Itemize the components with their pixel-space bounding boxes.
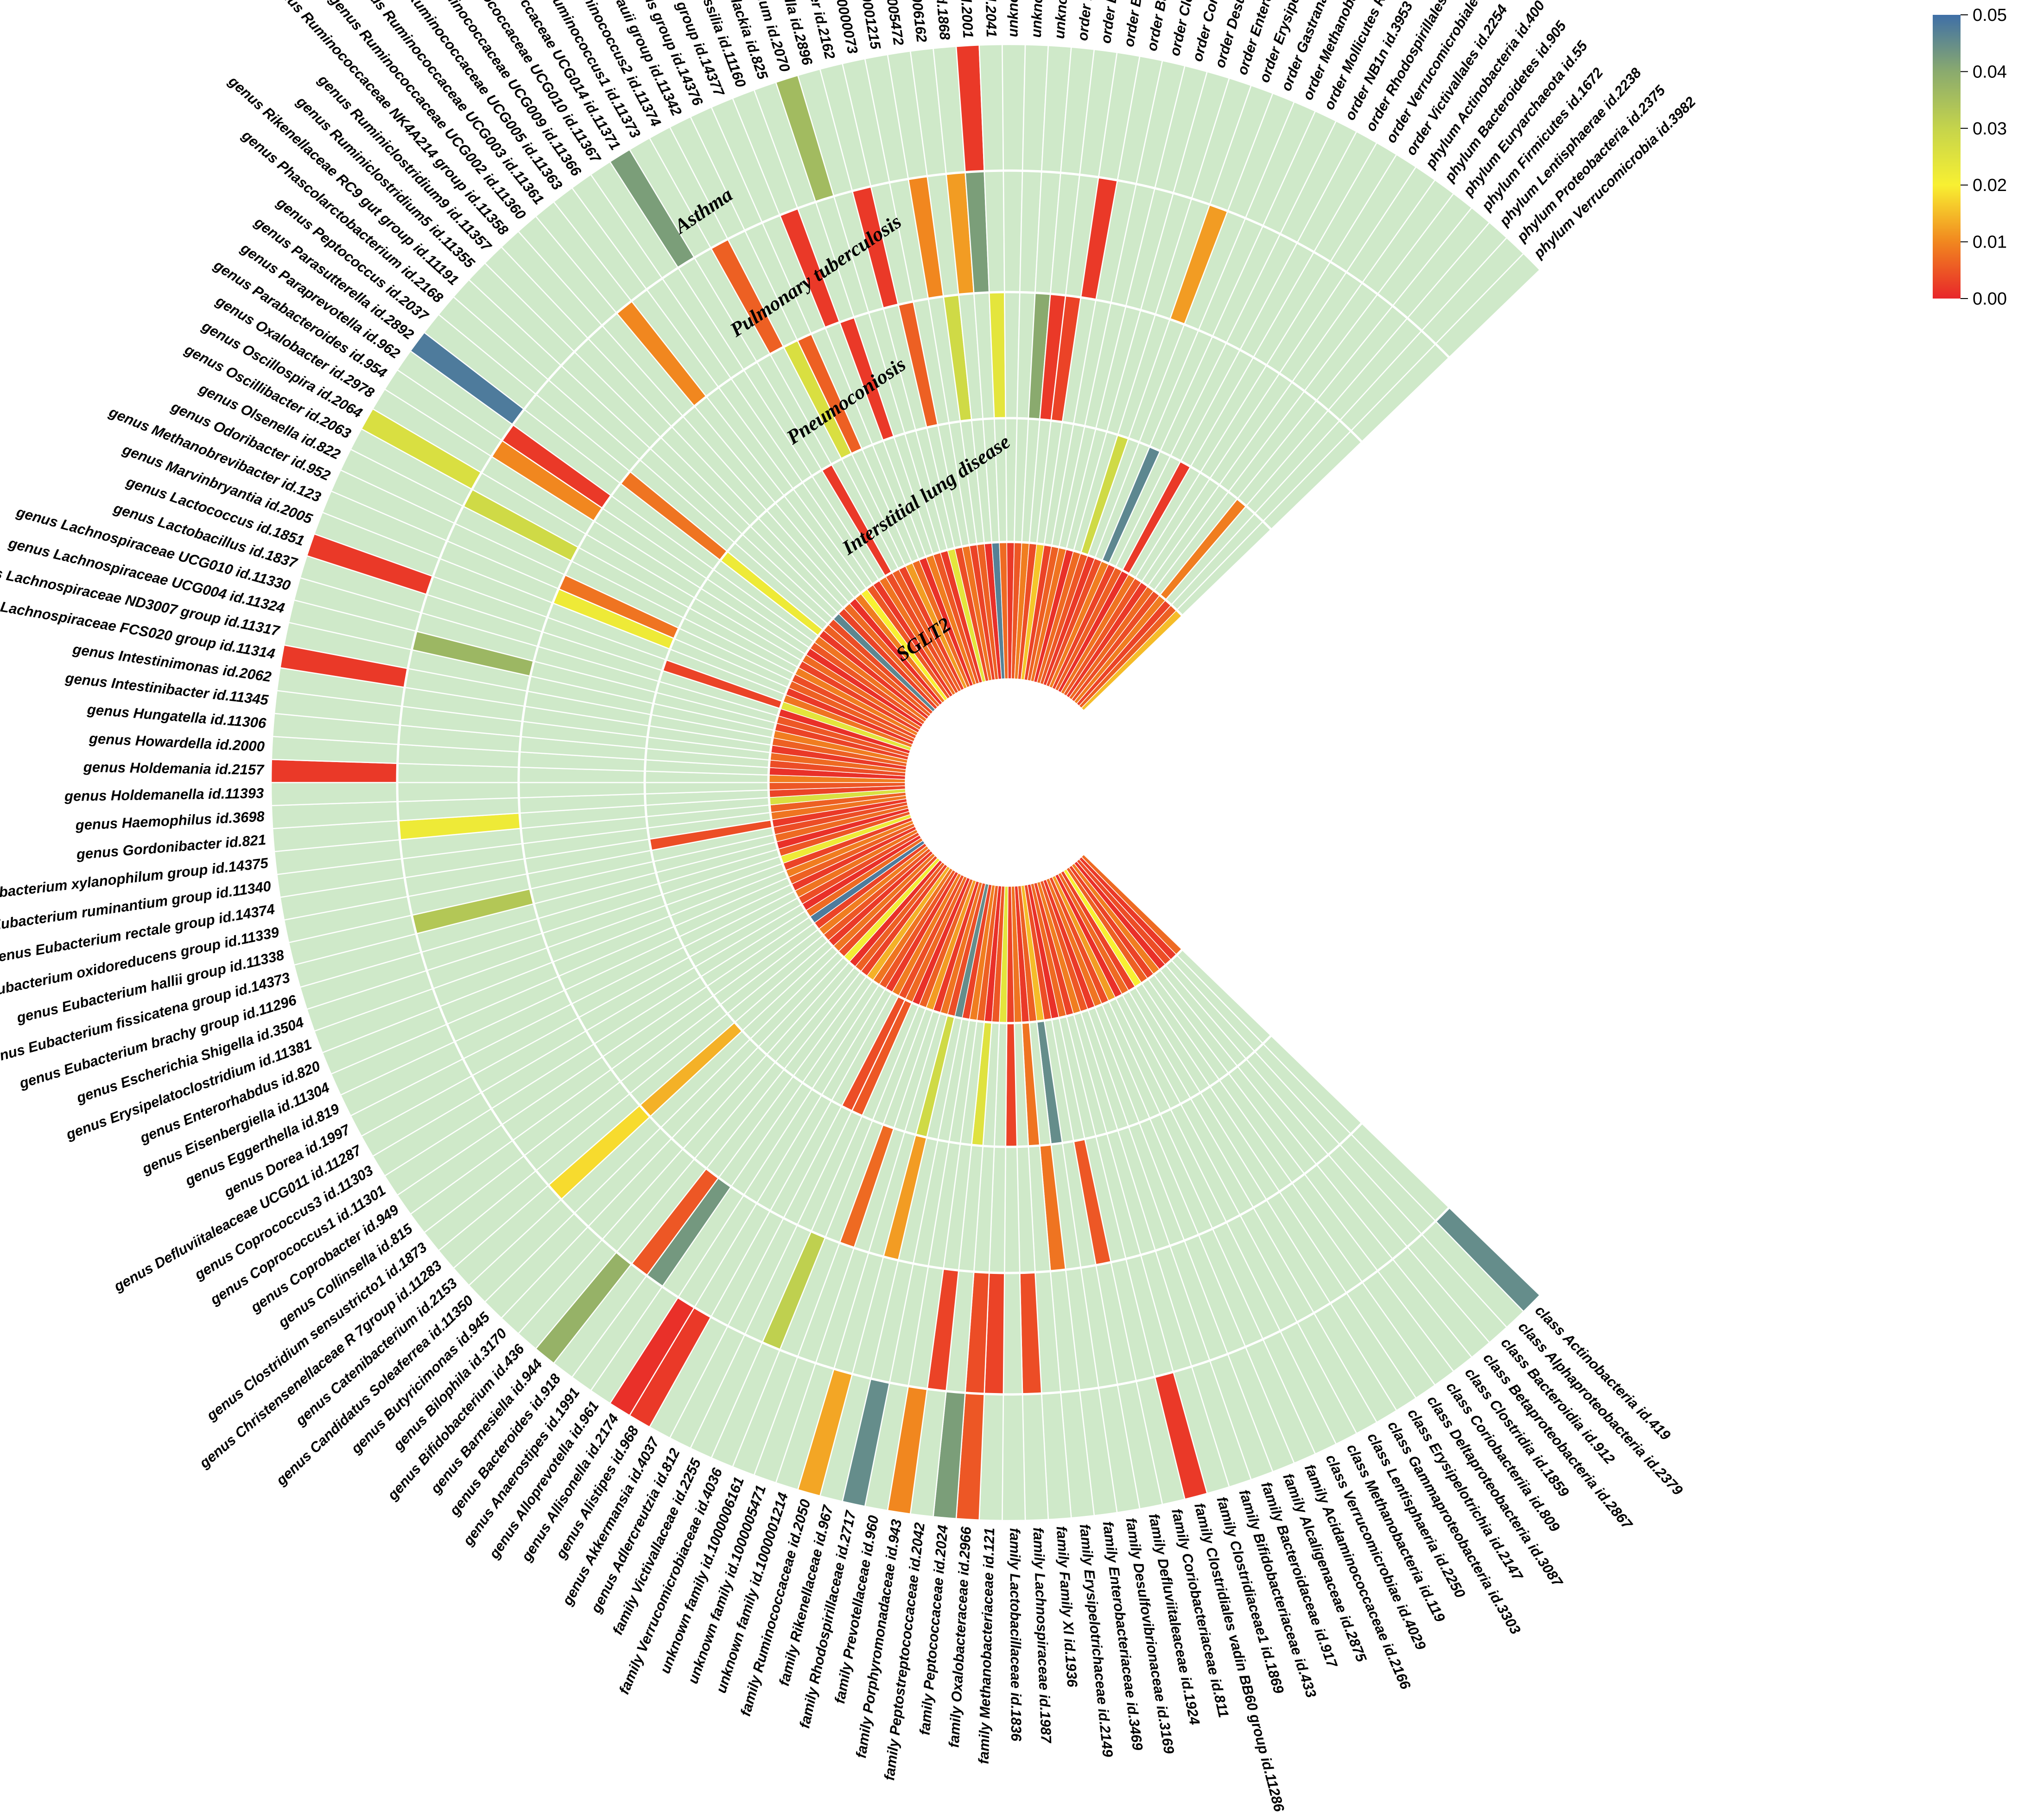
heatmap-cell (270, 782, 398, 806)
heatmap-cell (1004, 1146, 1021, 1274)
color-scale-tick-label: 0.02 (1973, 176, 2007, 195)
taxon-label: unknown genus id.826 (1051, 0, 1078, 39)
heatmap-cell (1003, 1272, 1023, 1395)
heatmap-cells (270, 44, 1541, 1521)
taxon-label: unknown genus id.2071 (1005, 0, 1022, 37)
taxon-label: family Oxalobacteraceae id.2966 (946, 1526, 974, 1748)
taxon-label: family Lachnospiraceae id.1987 (1030, 1527, 1054, 1744)
taxon-label: unknown genus id.2755 (1028, 0, 1050, 38)
color-scale-tick-label: 0.05 (1973, 6, 2007, 25)
heatmap-cell (1002, 1394, 1026, 1521)
ring-separator (767, 541, 1183, 1025)
color-scale-tick-label: 0.01 (1973, 233, 2007, 252)
color-scale-legend: 0.05 0.04 0.03 0.02 0.01 0.00 (1933, 6, 2007, 309)
color-scale-tick-label: 0.04 (1973, 62, 2007, 82)
heatmap-cell (396, 782, 520, 802)
ring-separator (643, 417, 1272, 1148)
color-scale-tick-label: 0.00 (1973, 289, 2007, 309)
heatmap-cell (1003, 170, 1023, 293)
color-scale-bar (1933, 15, 1961, 299)
taxon-label: genus Holdemania id.2157 (83, 759, 265, 778)
heatmap-cell (1002, 44, 1026, 172)
taxon-label: unknown genus id.2001 (951, 0, 977, 38)
color-scale-tick-label: 0.03 (1973, 119, 2007, 139)
ring-separator (517, 291, 1363, 1274)
ring-separator (396, 169, 1450, 1396)
taxon-label: genus Howardella id.2000 (88, 730, 265, 755)
taxon-label: family Family XI id.1936 (1053, 1526, 1081, 1688)
taxon-label: genus Hungatella id.11306 (86, 701, 267, 732)
taxon-label: genus Holdemanella id.11393 (64, 785, 264, 804)
taxon-label: family Methanobacteriaceae id.121 (976, 1527, 998, 1764)
taxon-label: genus Haemophilus id.3698 (75, 808, 265, 833)
taxon-label: unknown genus id.2041 (979, 0, 1000, 38)
taxon-label: family Lactobacillaceae id.1836 (1007, 1528, 1024, 1742)
